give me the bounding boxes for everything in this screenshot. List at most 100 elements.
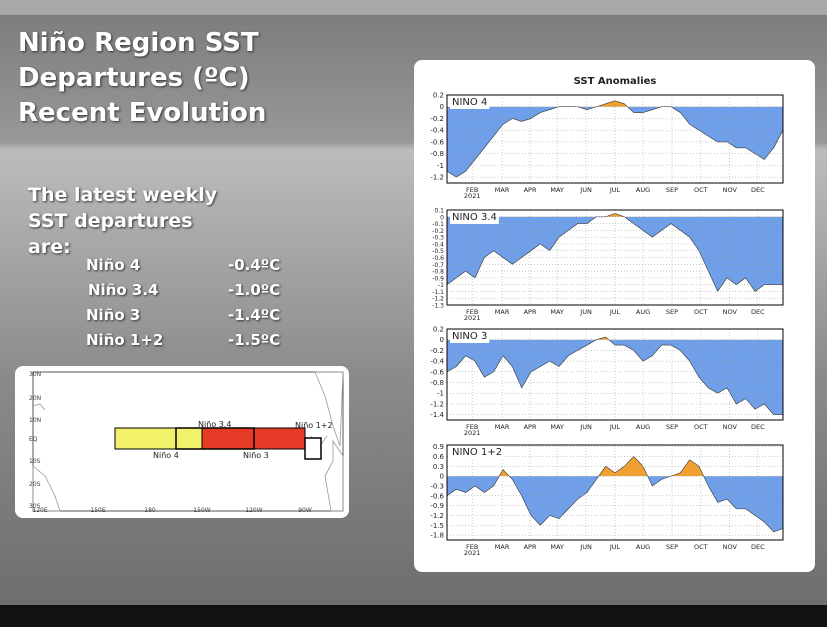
negative-area — [447, 339, 783, 415]
x-tick-label: APR — [524, 543, 537, 551]
y-tick-label: 0 — [440, 473, 444, 481]
y-tick-label: -0.2 — [430, 115, 444, 123]
region-name: Niño 3 — [86, 306, 141, 324]
lon-label: 150E — [90, 507, 105, 514]
anomaly-line — [446, 336, 783, 415]
panel-label: NINO 1+2 — [452, 447, 502, 458]
y-tick-label: -0.1 — [432, 221, 444, 228]
plot-frame — [446, 328, 784, 421]
y-tick-label: -1.8 — [430, 532, 444, 540]
region-value: -1.0ºC — [228, 281, 281, 299]
x-tick-label: OCT — [694, 186, 708, 194]
x-tick-label: FEB — [466, 308, 478, 316]
negative-area — [447, 106, 783, 178]
box-label: Niño 3 — [243, 451, 269, 460]
x-tick-label: FEB — [466, 543, 478, 551]
y-tick-label: -0.7 — [432, 262, 444, 269]
y-tick-label: -0.4 — [430, 358, 444, 366]
x-tick-label: MAR — [495, 423, 510, 431]
x-tick-label: APR — [524, 186, 537, 194]
x-tick-label: APR — [524, 308, 537, 316]
y-tick-label: -1.3 — [432, 303, 444, 310]
nino4-box — [114, 427, 203, 450]
panel-label-bg — [450, 96, 490, 109]
x-tick-label: SEP — [666, 423, 678, 431]
panel-label-bg — [450, 330, 490, 343]
panel-label: NINO 3.4 — [452, 212, 497, 223]
x-tick-label: MAY — [550, 423, 564, 431]
y-tick-label: -0.2 — [432, 228, 444, 235]
nino12-box — [304, 437, 322, 460]
y-tick-label: -1.5 — [430, 522, 444, 530]
y-tick-label: -0.4 — [430, 127, 444, 135]
x-tick-label: DEC — [751, 543, 765, 551]
x-tick-label: NOV — [723, 308, 738, 316]
x-tick-label: MAY — [550, 543, 564, 551]
lon-label: 120W — [245, 507, 262, 514]
x-tick-label: MAR — [495, 308, 510, 316]
x-tick-label: JUL — [609, 308, 621, 316]
x-tick-label: NOV — [723, 423, 738, 431]
y-tick-label: -0.3 — [430, 482, 444, 490]
y-tick-label: -0.6 — [430, 368, 444, 376]
x-tick-label: JUL — [609, 186, 621, 194]
y-tick-label: 0.6 — [433, 453, 445, 461]
plot-frame — [446, 444, 784, 541]
y-tick-label: -1 — [437, 390, 444, 398]
x-tick-label: SEP — [666, 308, 678, 316]
positive-area — [605, 213, 625, 217]
panel-label-bg — [450, 446, 505, 459]
negative-area — [447, 216, 783, 292]
x-year-label: 2021 — [464, 314, 481, 322]
panel-label: NINO 3 — [452, 331, 487, 342]
x-tick-label: JUN — [579, 423, 592, 431]
charts: SST Anomalies 0.2 0 -0.2 -0.4 -0.6 -0.8 -1 -1.2 F… — [430, 76, 784, 557]
lat-label: 20N — [29, 395, 41, 402]
y-tick-label: 0 — [440, 214, 444, 221]
x-tick-label: OCT — [694, 308, 708, 316]
x-tick-label: MAY — [550, 186, 564, 194]
y-tick-label: 0.3 — [433, 463, 444, 471]
y-tick-label: -0.3 — [432, 235, 444, 242]
x-tick-label: AUG — [636, 308, 650, 316]
slide-title: Niño Region SST Departures (ºC) Recent E… — [18, 28, 267, 128]
x-tick-label: SEP — [666, 186, 678, 194]
x-tick-label: AUG — [636, 186, 650, 194]
x-tick-label: FEB — [466, 423, 478, 431]
lat-label: 10N — [29, 417, 41, 424]
lat-label: 30N — [29, 371, 41, 378]
lat-label: 20S — [29, 481, 41, 488]
map-card: 30N 20N 10N EQ 10S 20S 30S 120E 150E 180 150W 120W 9… — [15, 366, 349, 518]
y-tick-label: -1.1 — [432, 289, 444, 296]
x-tick-label: MAY — [550, 308, 564, 316]
x-tick-label: NOV — [723, 186, 738, 194]
region-value: -0.4ºC — [228, 256, 281, 274]
negative-area — [447, 476, 783, 532]
y-tick-label: 0 — [440, 336, 444, 344]
panel-label: NINO 4 — [452, 97, 487, 108]
x-tick-label: MAR — [495, 186, 510, 194]
x-tick-label: AUG — [636, 543, 650, 551]
x-tick-label: JUN — [579, 308, 592, 316]
y-tick-label: -1.2 — [430, 400, 444, 408]
x-tick-label: JUN — [579, 186, 592, 194]
plot-frame — [446, 209, 784, 306]
x-tick-label: FEB — [466, 186, 478, 194]
positive-area — [447, 100, 783, 107]
x-tick-label: SEP — [666, 543, 678, 551]
y-tick-label: -0.5 — [432, 248, 444, 255]
footer-bar — [0, 605, 827, 627]
y-tick-label: 0 — [440, 103, 444, 111]
x-tick-label: APR — [524, 423, 537, 431]
y-tick-label: -1 — [437, 162, 444, 170]
lat-label: 30S — [29, 503, 41, 510]
lon-label: 90W — [298, 507, 312, 514]
y-tick-label: -0.6 — [430, 138, 444, 146]
y-tick-label: -0.4 — [432, 241, 444, 248]
x-tick-label: DEC — [751, 186, 765, 194]
x-year-label: 2021 — [464, 429, 481, 437]
lon-label: 150W — [193, 507, 210, 514]
lon-label: 180 — [144, 507, 156, 514]
y-tick-label: 0.2 — [433, 92, 444, 100]
x-tick-label: NOV — [723, 543, 738, 551]
